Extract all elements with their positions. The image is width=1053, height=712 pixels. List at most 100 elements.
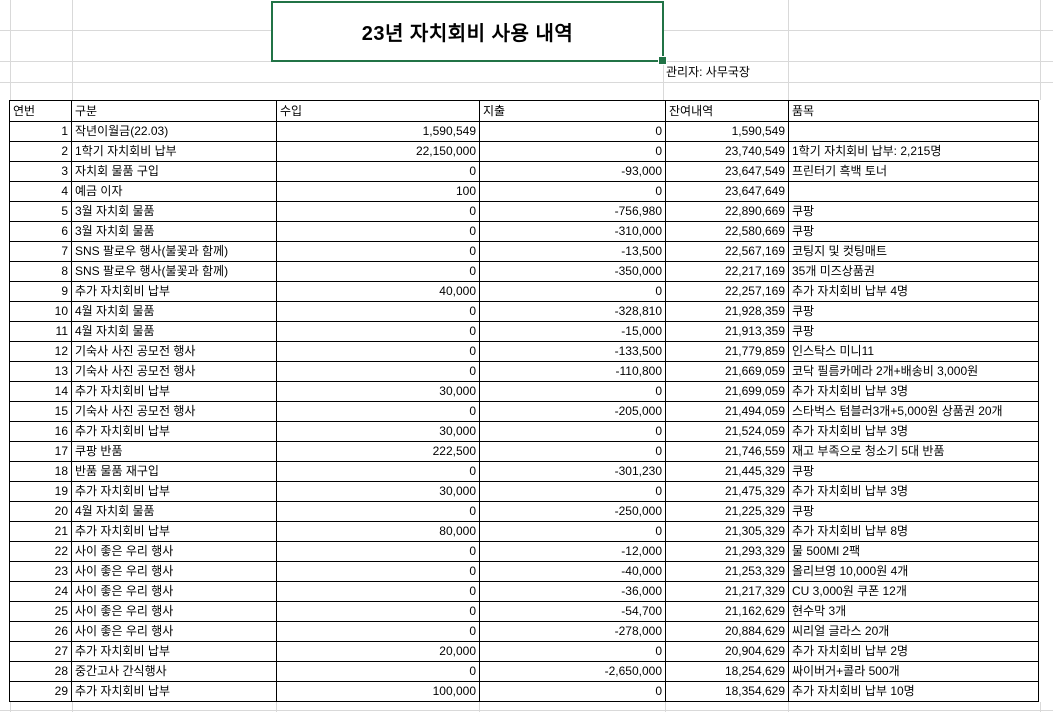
cell-no[interactable]: 29 (9, 681, 72, 702)
cell-income[interactable]: 0 (276, 621, 480, 642)
cell-item[interactable]: 올리브영 10,000원 4개 (788, 561, 1039, 582)
cell-balance[interactable]: 23,647,649 (665, 181, 789, 202)
cell-balance[interactable]: 20,904,629 (665, 641, 789, 662)
cell-expense[interactable]: -93,000 (479, 161, 666, 182)
cell-item[interactable]: 재고 부족으로 청소기 5대 반품 (788, 441, 1039, 462)
cell-income[interactable]: 30,000 (276, 421, 480, 442)
cell-item[interactable]: 추가 자치회비 납부 2명 (788, 641, 1039, 662)
cell-no[interactable]: 27 (9, 641, 72, 662)
cell-expense[interactable]: -54,700 (479, 601, 666, 622)
cell-item[interactable]: 쿠팡 (788, 201, 1039, 222)
cell-income[interactable]: 80,000 (276, 521, 480, 542)
cell-income[interactable]: 1,590,549 (276, 121, 480, 142)
cell-no[interactable]: 11 (9, 321, 72, 342)
cell-income[interactable]: 0 (276, 581, 480, 602)
cell-item[interactable]: 추가 자치회비 납부 3명 (788, 421, 1039, 442)
cell-balance[interactable]: 21,669,059 (665, 361, 789, 382)
cell-category[interactable]: 추가 자치회비 납부 (71, 521, 277, 542)
cell-no[interactable]: 3 (9, 161, 72, 182)
cell-expense[interactable]: 0 (479, 641, 666, 662)
cell-balance[interactable]: 21,913,359 (665, 321, 789, 342)
cell-balance[interactable]: 21,225,329 (665, 501, 789, 522)
cell-item[interactable]: 쿠팡 (788, 461, 1039, 482)
cell-no[interactable]: 17 (9, 441, 72, 462)
cell-income[interactable]: 0 (276, 321, 480, 342)
cell-no[interactable]: 28 (9, 661, 72, 682)
cell-category[interactable]: 자치회 물품 구입 (71, 161, 277, 182)
cell-item[interactable]: 스타벅스 텀블러3개+5,000원 상품권 20개 (788, 401, 1039, 422)
cell-expense[interactable]: -278,000 (479, 621, 666, 642)
cell-category[interactable]: 사이 좋은 우리 행사 (71, 561, 277, 582)
cell-category[interactable]: 3월 자치회 물품 (71, 221, 277, 242)
cell-balance[interactable]: 21,699,059 (665, 381, 789, 402)
cell-balance[interactable]: 21,217,329 (665, 581, 789, 602)
header-cell-expense[interactable]: 지출 (479, 100, 666, 122)
cell-category[interactable]: 4월 자치회 물품 (71, 501, 277, 522)
cell-category[interactable]: 예금 이자 (71, 181, 277, 202)
cell-balance[interactable]: 21,475,329 (665, 481, 789, 502)
cell-no[interactable]: 26 (9, 621, 72, 642)
cell-balance[interactable]: 22,217,169 (665, 261, 789, 282)
cell-expense[interactable]: 0 (479, 681, 666, 702)
cell-expense[interactable]: -12,000 (479, 541, 666, 562)
title-box[interactable]: 23년 자치회비 사용 내역 (271, 1, 667, 65)
cell-balance[interactable]: 22,580,669 (665, 221, 789, 242)
cell-item[interactable]: 물 500Ml 2팩 (788, 541, 1039, 562)
cell-income[interactable]: 40,000 (276, 281, 480, 302)
header-cell-no[interactable]: 연번 (9, 100, 72, 122)
cell-category[interactable]: 작년이월금(22.03) (71, 121, 277, 142)
cell-income[interactable]: 0 (276, 341, 480, 362)
cell-no[interactable]: 20 (9, 501, 72, 522)
cell-item[interactable]: 쿠팡 (788, 301, 1039, 322)
cell-category[interactable]: 중간고사 간식행사 (71, 661, 277, 682)
cell-income[interactable]: 0 (276, 461, 480, 482)
cell-no[interactable]: 13 (9, 361, 72, 382)
cell-no[interactable]: 16 (9, 421, 72, 442)
cell-balance[interactable]: 21,779,859 (665, 341, 789, 362)
cell-balance[interactable]: 18,354,629 (665, 681, 789, 702)
cell-balance[interactable]: 21,494,059 (665, 401, 789, 422)
cell-category[interactable]: 추가 자치회비 납부 (71, 381, 277, 402)
cell-category[interactable]: 추가 자치회비 납부 (71, 481, 277, 502)
cell-no[interactable]: 8 (9, 261, 72, 282)
cell-category[interactable]: 사이 좋은 우리 행사 (71, 541, 277, 562)
cell-item[interactable]: 추가 자치회비 납부 8명 (788, 521, 1039, 542)
cell-income[interactable]: 0 (276, 401, 480, 422)
cell-item[interactable]: 추가 자치회비 납부 3명 (788, 381, 1039, 402)
cell-expense[interactable]: -36,000 (479, 581, 666, 602)
cell-income[interactable]: 0 (276, 361, 480, 382)
cell-no[interactable]: 25 (9, 601, 72, 622)
cell-category[interactable]: SNS 팔로우 행사(불꽃과 함께) (71, 261, 277, 282)
cell-expense[interactable]: 0 (479, 141, 666, 162)
cell-category[interactable]: 4월 자치회 물품 (71, 321, 277, 342)
cell-expense[interactable]: 0 (479, 481, 666, 502)
cell-expense[interactable]: 0 (479, 281, 666, 302)
cell-balance[interactable]: 23,647,549 (665, 161, 789, 182)
cell-category[interactable]: 기숙사 사진 공모전 행사 (71, 401, 277, 422)
cell-item[interactable]: 추가 자치회비 납부 10명 (788, 681, 1039, 702)
cell-balance[interactable]: 21,293,329 (665, 541, 789, 562)
cell-expense[interactable]: -301,230 (479, 461, 666, 482)
cell-no[interactable]: 7 (9, 241, 72, 262)
cell-balance[interactable]: 21,305,329 (665, 521, 789, 542)
cell-item[interactable]: 코닥 필름카메라 2개+배송비 3,000원 (788, 361, 1039, 382)
cell-balance[interactable]: 21,253,329 (665, 561, 789, 582)
cell-income[interactable]: 0 (276, 261, 480, 282)
cell-balance[interactable]: 21,928,359 (665, 301, 789, 322)
cell-item[interactable]: 프린터기 흑백 토너 (788, 161, 1039, 182)
cell-no[interactable]: 4 (9, 181, 72, 202)
header-cell-item[interactable]: 품목 (788, 100, 1039, 122)
cell-balance[interactable]: 23,740,549 (665, 141, 789, 162)
cell-expense[interactable]: 0 (479, 521, 666, 542)
cell-item[interactable]: 인스탁스 미니11 (788, 341, 1039, 362)
header-cell-category[interactable]: 구분 (71, 100, 277, 122)
cell-item[interactable]: 코팅지 및 컷팅매트 (788, 241, 1039, 262)
cell-category[interactable]: 추가 자치회비 납부 (71, 641, 277, 662)
cell-balance[interactable]: 21,445,329 (665, 461, 789, 482)
cell-category[interactable]: 4월 자치회 물품 (71, 301, 277, 322)
cell-no[interactable]: 5 (9, 201, 72, 222)
cell-balance[interactable]: 22,257,169 (665, 281, 789, 302)
cell-expense[interactable]: -13,500 (479, 241, 666, 262)
cell-income[interactable]: 0 (276, 201, 480, 222)
cell-expense[interactable]: -110,800 (479, 361, 666, 382)
